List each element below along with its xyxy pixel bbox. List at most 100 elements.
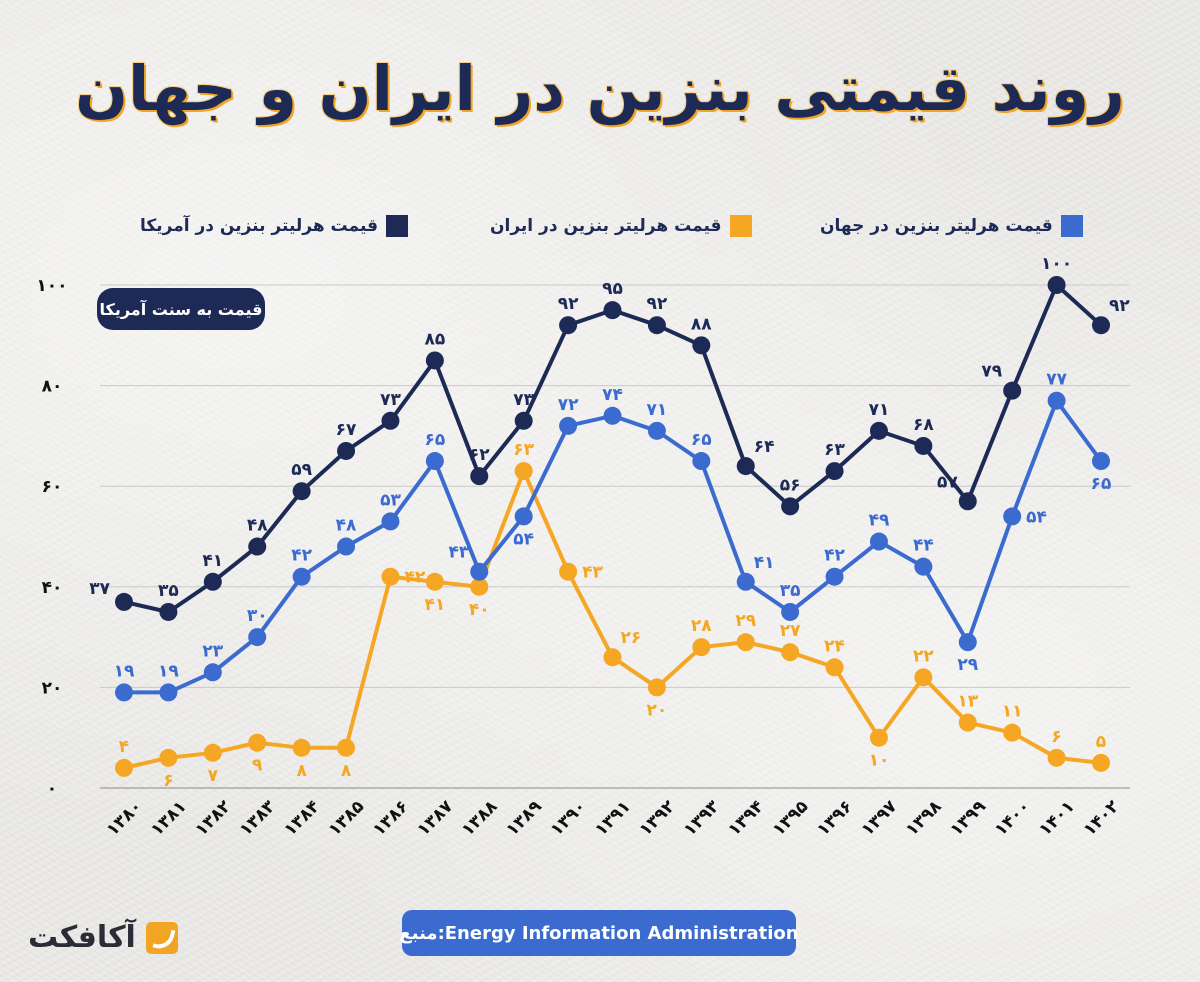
data-point-iran [1003, 723, 1022, 742]
x-tick-label: ۱۳۹۸ [902, 796, 946, 840]
data-label-iran: ۹ [252, 756, 263, 776]
x-tick-label: ۱۳۹۷ [858, 796, 902, 840]
x-tick-label: ۱۳۸۹ [502, 796, 546, 840]
x-tick-label: ۱۴۰۰ [991, 797, 1034, 840]
data-point-america [425, 351, 444, 370]
brand-logo: آکافکت [28, 920, 178, 955]
data-label-iran: ۱۱ [1002, 702, 1023, 722]
source-badge: منبع:Energy Information Administration [399, 910, 799, 956]
data-label-iran: ۴۰ [469, 600, 490, 620]
x-tick-label: ۱۳۸۲ [192, 796, 236, 840]
data-point-america [958, 492, 977, 511]
data-label-world: ۷۲ [558, 395, 579, 415]
data-label-world: ۷۱ [647, 400, 668, 420]
y-tick-label: ۰ [47, 779, 57, 799]
data-label-iran: ۴۲ [404, 568, 425, 588]
x-tick-label: ۱۴۰۲ [1080, 796, 1124, 840]
data-label-iran: ۲۷ [780, 621, 801, 641]
data-point-iran [603, 648, 622, 667]
data-label-world: ۴۹ [869, 511, 890, 531]
data-label-america: ۷۳ [380, 390, 401, 410]
x-tick-label: ۱۳۹۹ [946, 796, 990, 840]
data-point-world [1047, 391, 1066, 410]
data-point-america [781, 497, 800, 516]
data-label-world: ۴۴ [913, 536, 934, 556]
data-point-world [1092, 452, 1110, 471]
data-label-world: ۲۳ [202, 641, 223, 661]
data-point-world [603, 406, 622, 425]
data-point-world [292, 567, 311, 586]
data-label-america: ۶۸ [913, 415, 934, 435]
data-label-iran: ۶۳ [513, 440, 534, 460]
x-tick-label: ۱۳۸۵ [325, 797, 368, 840]
data-label-iran: ۲۸ [691, 616, 712, 636]
data-label-iran: ۱۰ [869, 751, 890, 771]
data-label-america: ۷۱ [869, 400, 890, 420]
data-point-iran [203, 743, 222, 762]
series-lines [123, 283, 1103, 770]
x-tick-label: ۱۳۸۰ [103, 797, 146, 840]
brand-mark-icon [145, 921, 178, 954]
x-tick-label: ۱۳۹۶ [813, 797, 856, 840]
data-label-world: ۴۱ [754, 553, 775, 573]
data-point-iran [958, 713, 977, 732]
data-point-world [115, 683, 133, 702]
data-point-iran [248, 733, 267, 752]
data-label-america: ۸۵ [424, 329, 445, 349]
data-label-america: ۷۹ [981, 362, 1002, 382]
chart-title: روند قیمتی بنزین در ایران و جهان [75, 52, 1126, 125]
data-label-america: ۶۴ [754, 437, 775, 457]
data-label-world: ۴۲ [291, 546, 312, 566]
data-point-world [647, 421, 666, 440]
data-label-world: ۳۵ [780, 581, 801, 601]
data-label-world: ۱۹ [114, 661, 135, 681]
data-point-iran [514, 462, 533, 481]
data-label-america: ۹۵ [602, 279, 623, 299]
data-point-iran [692, 638, 711, 657]
data-point-america [470, 467, 489, 486]
data-point-world [692, 452, 711, 471]
data-label-world: ۳۰ [247, 606, 268, 626]
data-label-america: ۶۷ [336, 420, 357, 440]
y-tick-label: ۴۰ [42, 578, 63, 598]
data-point-world [203, 663, 222, 682]
data-label-world: ۷۷ [1046, 370, 1067, 390]
data-point-iran [647, 678, 666, 697]
data-point-world [381, 512, 400, 531]
data-label-iran: ۲۴ [824, 636, 845, 656]
data-label-world: ۴۲ [824, 546, 845, 566]
data-point-america [914, 436, 933, 455]
data-point-iran [470, 577, 489, 596]
data-label-world: ۴۸ [336, 516, 357, 536]
x-tick-label: ۱۳۸۱ [147, 797, 190, 840]
y-tick-label: ۲۰ [42, 678, 63, 698]
data-label-iran: ۱۳ [957, 692, 978, 712]
x-tick-label: ۱۴۰۱ [1035, 797, 1078, 840]
data-label-world: ۶۵ [691, 430, 712, 450]
data-point-iran [559, 562, 578, 581]
data-point-world [781, 602, 800, 621]
data-label-iran: ۵ [1096, 732, 1106, 752]
data-label-world: ۵۴ [1026, 507, 1047, 527]
data-point-america [248, 537, 267, 556]
data-point-world [337, 537, 356, 556]
data-point-world [869, 532, 888, 551]
y-axis-ticks: ۰ ۲۰ ۴۰ ۶۰ ۸۰ ۱۰۰ [36, 276, 67, 799]
data-point-america [1003, 381, 1022, 400]
gridlines [100, 284, 1130, 789]
data-label-iran: ۲۹ [735, 611, 756, 631]
x-tick-label: ۱۳۹۳ [680, 796, 724, 840]
data-label-iran: ۴ [119, 737, 129, 757]
data-point-america [559, 316, 578, 335]
data-point-iran [825, 658, 844, 677]
data-point-america [1047, 276, 1066, 294]
data-label-america: ۳۵ [158, 581, 179, 601]
data-label-america: ۶۲ [469, 445, 490, 465]
data-label-america: ۹۲ [647, 294, 668, 314]
data-point-america [736, 457, 755, 476]
data-point-america [115, 592, 133, 611]
data-label-world: ۶۵ [1091, 474, 1112, 494]
data-point-world [425, 452, 444, 471]
x-tick-label: ۱۳۹۰ [547, 797, 590, 840]
